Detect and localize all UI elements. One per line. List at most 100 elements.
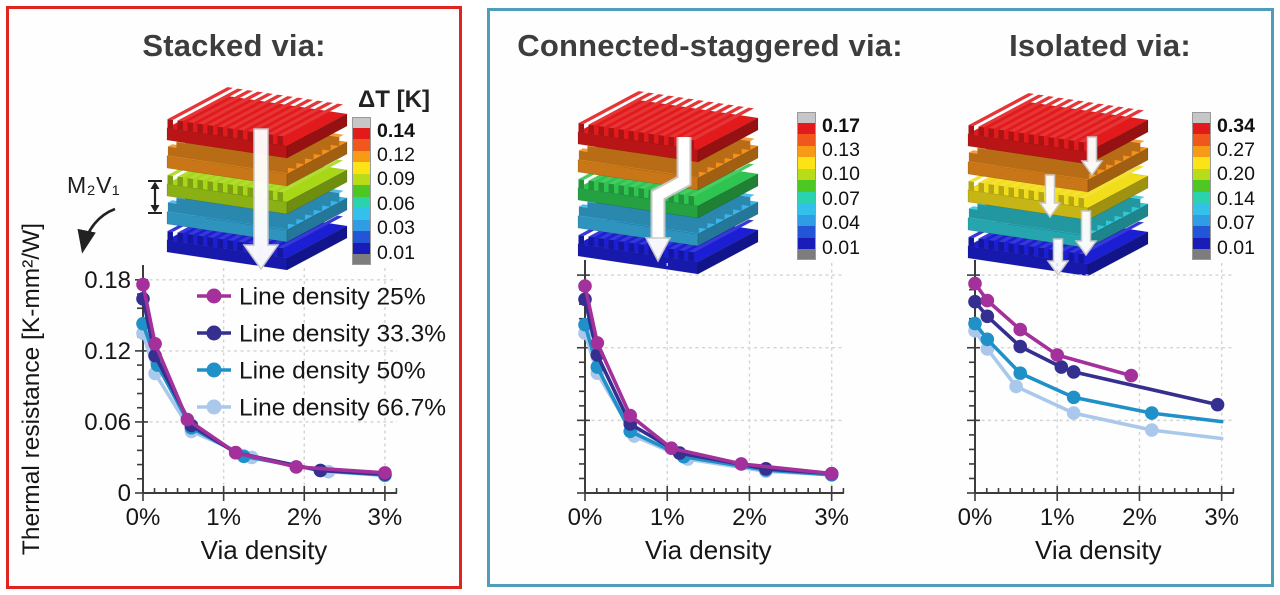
colorbar-segment xyxy=(798,157,815,169)
colorbar-label: 0.01 xyxy=(377,241,415,264)
colorbar-segment xyxy=(1193,180,1210,192)
stack-layer xyxy=(967,93,1149,165)
colorbar-label: 0.17 xyxy=(822,114,860,137)
stack-layer xyxy=(577,91,759,163)
x-tick-label: 2% xyxy=(732,504,767,531)
colorbar-segment xyxy=(1193,145,1210,158)
colorbar-label: 0.27 xyxy=(1217,139,1255,162)
x-tick-label: 0% xyxy=(568,504,603,531)
colorbar-label: 0.09 xyxy=(377,168,415,191)
colorbar-segment xyxy=(798,168,815,181)
colorbar-segment xyxy=(353,118,370,128)
colorbar-segment xyxy=(798,191,815,204)
connected-staggered-via-title: Connected-staggered via: xyxy=(517,28,903,63)
connected-staggered-via-3d-illustration xyxy=(577,91,759,275)
colorbar-segment xyxy=(353,242,370,254)
data-point xyxy=(1050,348,1065,362)
colorbar-segment xyxy=(1193,203,1210,215)
colorbar-segment xyxy=(798,134,815,146)
data-point xyxy=(1210,397,1225,412)
colorbar-segment xyxy=(1193,113,1210,123)
colorbar-segment xyxy=(1193,226,1210,238)
heat-flow-arrow xyxy=(1080,136,1104,177)
data-point xyxy=(824,466,839,481)
colorbar-labels: 0.17 0.13 0.10 0.07 0.04 0.01 xyxy=(822,114,860,260)
y-tick-label: 0.06 xyxy=(84,409,131,436)
legend-label: Line density 25% xyxy=(239,284,426,311)
data-point xyxy=(980,342,995,356)
legend-label: Line density 33.3% xyxy=(239,321,446,348)
x-tick-label: 2% xyxy=(287,504,322,531)
colorbar-label: 0.07 xyxy=(1217,212,1255,235)
colorbar-segment xyxy=(353,128,370,140)
colorbar-segment xyxy=(353,162,370,174)
series-line xyxy=(583,297,834,476)
data-point xyxy=(1013,322,1028,337)
data-point xyxy=(590,336,605,350)
data-point xyxy=(1124,368,1139,383)
x-tick-label: 1% xyxy=(650,504,685,531)
colorbar-labels: 0.14 0.12 0.09 0.06 0.03 0.01 xyxy=(377,119,415,265)
colorbar-segment xyxy=(353,139,370,151)
colorbar-segment xyxy=(798,180,815,192)
x-tick-label: 3% xyxy=(368,504,403,531)
x-tick-label: 3% xyxy=(814,504,849,531)
colorbar xyxy=(1192,112,1211,260)
data-point xyxy=(148,336,162,351)
x-tick-label: 3% xyxy=(1204,504,1239,531)
colorbar-label: 0.34 xyxy=(1217,114,1255,137)
x-tick-label: 2% xyxy=(1122,504,1157,531)
colorbar-segment xyxy=(353,208,370,220)
legend-item: Line density 50% xyxy=(197,358,426,385)
x-tick-label: 0% xyxy=(126,504,161,531)
data-point xyxy=(664,441,679,456)
data-point xyxy=(1066,365,1081,379)
x-tick-label: 0% xyxy=(958,504,993,531)
y-tick-label: 0.18 xyxy=(84,267,131,294)
colorbar-segment xyxy=(353,173,370,186)
isolated-via-title: Isolated via: xyxy=(1009,28,1191,63)
data-point xyxy=(1013,366,1028,380)
legend-item: Line density 33.3% xyxy=(197,321,446,348)
panel-staggered-and-isolated: Connected-staggered via: Isolated via: 0… xyxy=(487,8,1274,587)
stacked-via-chart: 0% 1% 2% 3% 0 0.06 0.12 0.18 Via density Line den… xyxy=(84,265,446,565)
heat-flow-arrow xyxy=(1038,174,1062,219)
stacked-via-title: Stacked via: xyxy=(142,28,326,63)
data-point xyxy=(578,279,592,293)
heat-flow-arrow xyxy=(1046,238,1070,277)
colorbar-label: 0.13 xyxy=(822,139,860,162)
legend-marker xyxy=(206,325,222,341)
colorbar-segment xyxy=(353,219,370,232)
panel-stacked-via: Stacked via: M₂V₁ ΔT [K] 0.14 0.12 0.09 0.0… xyxy=(6,6,462,589)
isolated-via-3d-illustration xyxy=(967,93,1149,277)
colorbar-label: 0.06 xyxy=(377,192,415,215)
colorbar-label: 0.01 xyxy=(1217,236,1255,259)
y-tick-label: 0.12 xyxy=(84,338,131,365)
data-point xyxy=(289,460,304,474)
colorbar-segment xyxy=(798,123,815,135)
data-point xyxy=(1144,406,1159,420)
colorbar-segment xyxy=(798,237,815,249)
legend-marker xyxy=(206,399,222,415)
data-point xyxy=(968,294,982,309)
colorbar xyxy=(352,117,371,265)
colorbar-segment xyxy=(1193,214,1210,227)
colorbar-label: 0.12 xyxy=(377,144,415,167)
colorbar-segment xyxy=(798,248,815,259)
colorbar-label: 0.03 xyxy=(377,217,415,240)
x-tick-label: 1% xyxy=(1040,504,1075,531)
data-point xyxy=(968,276,982,291)
colorbar-label: 0.04 xyxy=(822,212,860,235)
m2v1-callout-arrow xyxy=(77,207,116,254)
colorbar-label: 0.20 xyxy=(1217,163,1255,186)
heat-flow-arrow xyxy=(242,128,280,271)
colorbar-segment xyxy=(1193,134,1210,146)
colorbar-segment xyxy=(1193,248,1210,259)
colorbar xyxy=(797,112,816,260)
data-point xyxy=(623,408,638,423)
legend-item: Line density 25% xyxy=(197,284,426,311)
series-line xyxy=(141,282,387,475)
legend-item: Line density 66.7% xyxy=(197,395,446,422)
data-point xyxy=(980,309,995,324)
data-point xyxy=(136,277,150,292)
